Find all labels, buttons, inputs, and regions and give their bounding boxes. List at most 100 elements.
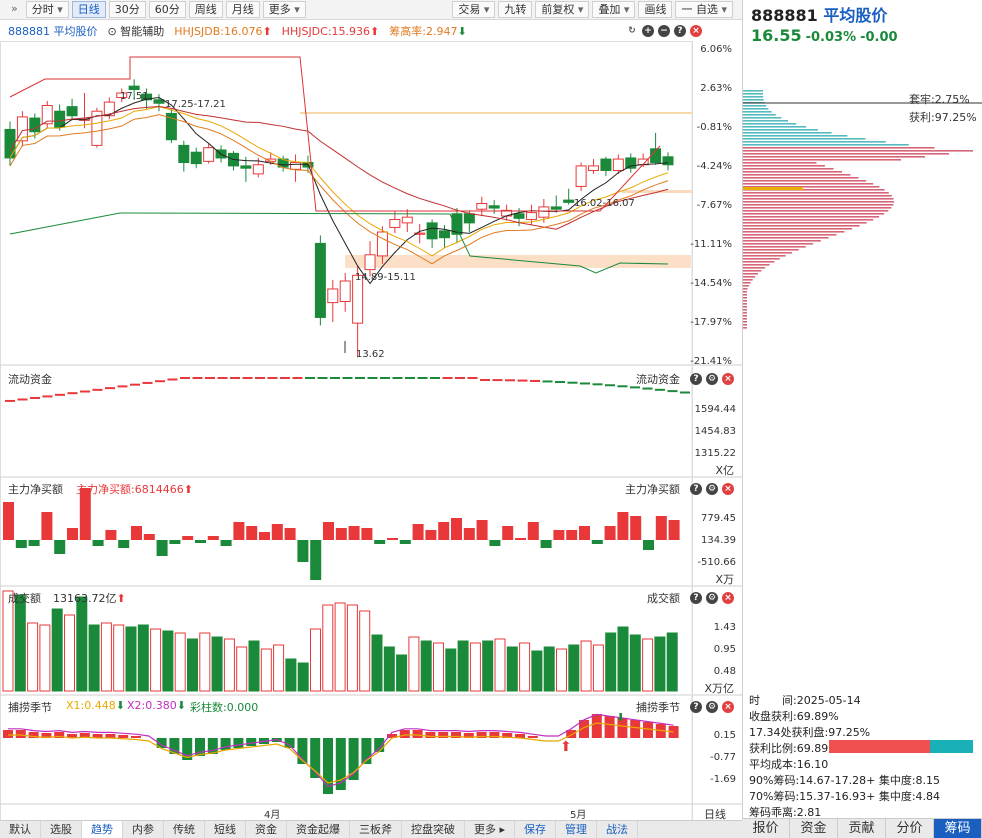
help-icon[interactable]: ? — [674, 25, 686, 37]
flow-dash — [92, 388, 103, 391]
mainnet-bar — [54, 540, 66, 554]
period-tab-4[interactable]: 周线 — [188, 1, 223, 18]
chip-bar — [743, 246, 806, 248]
flow-unit: X亿 — [715, 464, 734, 477]
turnover-bar — [27, 622, 39, 692]
chip-bar — [743, 177, 859, 179]
period-tab-6[interactable]: 更多 — [262, 1, 306, 18]
bottom-tab-0[interactable]: 默认 — [0, 821, 41, 838]
tool-button-2[interactable]: 前复权 — [535, 1, 590, 18]
bottom-tab-8[interactable]: 三板斧 — [350, 821, 402, 838]
season-bar — [643, 722, 653, 738]
period-tab-1[interactable]: 日线 — [71, 1, 106, 18]
mainnet-bar — [591, 540, 603, 544]
season-pane-title: 捕捞季节 — [8, 701, 52, 714]
flow-dash — [667, 390, 678, 393]
mainnet-bar — [617, 512, 629, 540]
turnover-bar — [420, 640, 432, 692]
flow-dash — [517, 379, 528, 382]
settings-icon[interactable]: ⚙ — [706, 373, 718, 385]
smart-assist-toggle[interactable]: ⊙ 智能辅助 — [107, 25, 165, 38]
candle-body — [29, 117, 41, 133]
flow-axis-0: 1594.44 — [694, 404, 736, 415]
right-change: -0.00 — [860, 30, 898, 45]
candle-body — [600, 158, 612, 171]
mainnet-bar — [604, 526, 616, 540]
turnover-bar — [396, 654, 408, 692]
settings-icon[interactable]: ⚙ — [706, 483, 718, 495]
minus-icon[interactable]: − — [658, 25, 670, 37]
annotation-range2: 14.89-15.11 — [355, 272, 416, 283]
right-tab-3[interactable]: 分价 — [886, 819, 934, 838]
chip-bar — [743, 312, 747, 314]
candle-body — [141, 93, 153, 101]
season-bar — [438, 732, 449, 738]
annotation-range1: 17.25-17.21 — [165, 99, 226, 110]
bottom-tab-3[interactable]: 内参 — [123, 821, 164, 838]
close-icon[interactable]: × — [722, 483, 734, 495]
period-tab-0[interactable]: 分时 — [25, 1, 69, 18]
bottom-tab-2[interactable]: 趋势 — [82, 821, 123, 838]
tool-button-0[interactable]: 交易 — [452, 1, 496, 18]
bottom-tab-13[interactable]: 战法 — [597, 821, 639, 838]
bottom-tab-4[interactable]: 传统 — [164, 821, 205, 838]
candle-body — [4, 128, 16, 159]
bottom-tab-7[interactable]: 资金起爆 — [287, 821, 350, 838]
mainnet-bar — [553, 530, 565, 540]
help-icon[interactable]: ? — [690, 373, 702, 385]
tool-button-3[interactable]: 叠加 — [592, 1, 636, 18]
bottom-tab-12[interactable]: 管理 — [556, 821, 598, 838]
bottom-tab-11[interactable]: 保存 — [515, 821, 557, 838]
flow-dash — [655, 388, 665, 391]
bottom-tab-9[interactable]: 控盘突破 — [402, 821, 465, 838]
hhjsjdb-value: HHJSJDB:16.076⬆ — [174, 24, 272, 38]
expand-icon[interactable]: » — [11, 2, 18, 15]
turnover-bar — [383, 646, 395, 692]
close-icon[interactable]: × — [722, 373, 734, 385]
chouma-label: 筹高率:2.947 — [389, 25, 458, 38]
help-icon[interactable]: ? — [690, 592, 702, 604]
tool-button-4[interactable]: 画线 — [638, 1, 673, 18]
help-icon[interactable]: ? — [690, 701, 702, 713]
axis-label-7: -17.97% — [690, 317, 732, 328]
close-icon[interactable]: × — [690, 25, 702, 37]
period-tab-5[interactable]: 月线 — [225, 1, 260, 18]
season-bar — [348, 738, 359, 780]
help-icon[interactable]: ? — [690, 483, 702, 495]
period-tab-3[interactable]: 60分 — [148, 1, 186, 18]
refresh-icon[interactable]: ↻ — [628, 26, 636, 36]
settings-icon[interactable]: ⚙ — [706, 592, 718, 604]
settings-icon[interactable]: ⚙ — [706, 701, 718, 713]
chip-bar — [743, 165, 825, 167]
add-icon[interactable]: + — [642, 25, 654, 37]
turnover-bar — [543, 646, 555, 692]
tool-button-1[interactable]: 九转 — [498, 1, 533, 18]
right-tab-4[interactable]: 筹码 — [934, 819, 982, 838]
right-tab-0[interactable]: 报价 — [742, 819, 790, 838]
turnover-bar — [556, 648, 567, 692]
ma20-line — [9, 105, 669, 230]
candle-body — [252, 164, 264, 175]
candle-body — [401, 216, 413, 224]
turnover-bar — [433, 642, 444, 692]
bottom-tab-10[interactable]: 更多 ▸ — [465, 821, 516, 838]
tool-button-5[interactable]: 一 自选 — [675, 1, 733, 18]
flow-dash — [555, 381, 565, 384]
stock-chart-canvas[interactable]: 17.51 17.25-17.21 14.89-15.11 13.62 16.02-16… — [0, 41, 742, 821]
bottom-tab-6[interactable]: 资金 — [246, 821, 287, 838]
mainnet-bar — [412, 524, 424, 540]
right-tab-2[interactable]: 贡献 — [838, 819, 886, 838]
stock-code-name[interactable]: 888881 平均股价 — [8, 25, 98, 38]
profit-ratio-bar — [829, 740, 973, 753]
close-icon[interactable]: × — [722, 592, 734, 604]
close-icon[interactable]: × — [722, 701, 734, 713]
chip-bar — [743, 306, 747, 308]
candle-body — [513, 213, 525, 219]
chip-bar — [743, 297, 747, 299]
bottom-tab-5[interactable]: 短线 — [205, 821, 246, 838]
turnover-bar — [150, 628, 162, 692]
bottom-tab-1[interactable]: 选股 — [41, 821, 82, 838]
right-tab-1[interactable]: 资金 — [790, 819, 838, 838]
period-tab-2[interactable]: 30分 — [108, 1, 146, 18]
chip-bar — [743, 138, 866, 140]
